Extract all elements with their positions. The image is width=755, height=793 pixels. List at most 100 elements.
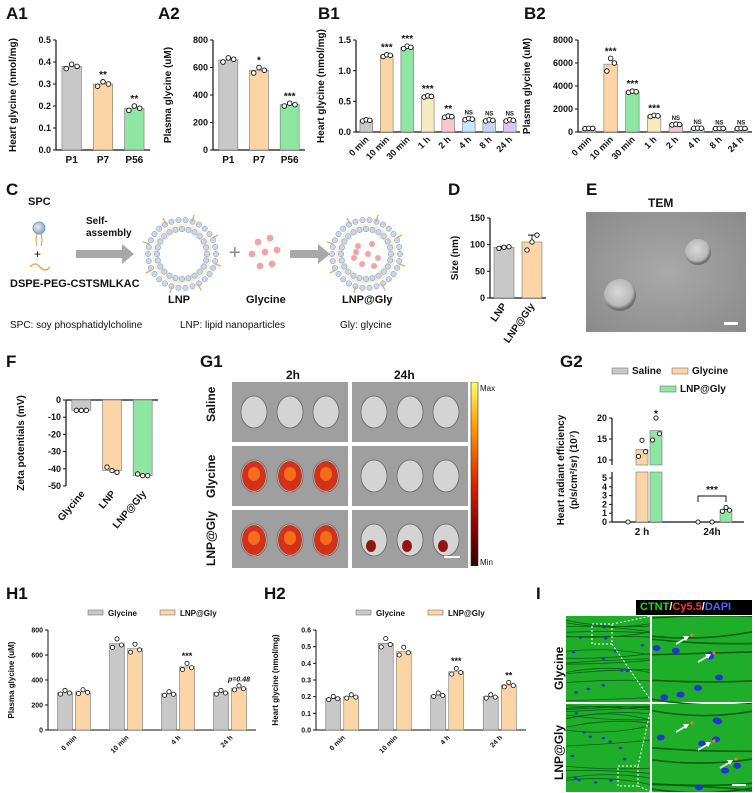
x-tick-label: 24 h [494,134,514,154]
heart [276,395,304,429]
lipid-head [179,276,185,282]
chart-h2: 0.0 0.1 0.2 0.3 0.4 0.5 0.6 Glycine LNP@Gly 0 min… [271,609,526,755]
lipid-head [331,237,338,244]
fiber-boundary [566,720,651,728]
y-tick-label: 0.4 [38,57,51,67]
bar [61,66,82,151]
data-point [639,437,645,443]
x-tick-label: 30 min [384,134,411,161]
lipid-head [335,271,342,277]
fluorescence-signal [284,531,296,545]
dapi-nucleus [721,767,730,774]
i-row-glycine: Glycine [552,646,566,690]
x-tick-label: LNP [97,489,118,512]
data-point [222,690,228,696]
fiber-boundary [566,619,651,628]
data-point [231,687,237,693]
data-point [367,117,373,124]
data-point [378,644,384,650]
data-point [408,44,414,51]
lipid-head [182,284,189,291]
fiber-boundary [651,679,752,683]
data-point [220,59,226,65]
data-point [225,55,232,61]
y-tick-label: 50 [475,266,485,276]
fluorescence-signal [248,531,260,545]
peg-chain [329,269,337,274]
x-tick-label: 4 h [440,734,452,746]
dapi-nucleus [574,712,579,715]
lipid-head [329,258,336,265]
bar [500,684,517,731]
lipid-head [369,226,376,233]
data-point [261,67,268,73]
fiber-boundary [651,709,752,717]
bar [102,399,122,471]
y-tick-label: 600 [31,653,43,660]
x-tick-label: P7 [253,155,266,166]
x-tick-label: 4 h [170,734,182,746]
y-tick-label: -30 [48,447,61,457]
g1-row-lnpgly: LNP@Gly [204,510,218,566]
y-tick-label: 0 [480,293,485,303]
lipid-head [369,275,376,282]
x-tick-label: 8 h [708,134,724,150]
lnp-icon [142,214,222,294]
data-point [126,107,132,114]
significance-label: *** [381,43,393,54]
y-tick-label: 2000 [553,104,573,114]
lipid-head [172,226,179,233]
data-point [100,79,106,85]
data-point [344,695,350,701]
data-point [236,683,242,689]
legend-swatch [159,609,176,616]
bar [325,698,342,731]
dapi-nucleus [578,636,583,639]
lipid-head [390,271,397,277]
panel-label-a2: A2 [158,4,180,23]
bar [161,693,177,731]
bar [603,63,618,133]
y-axis-label: Plasma glycine (uM) [163,47,174,143]
lipid-head [206,231,213,237]
bar [75,691,91,731]
significance-label: * [257,56,261,67]
data-point [62,687,68,693]
x-tick-label: P1 [66,155,79,166]
lipid-head [161,233,168,240]
lipid-head [200,263,207,270]
fiber-boundary [566,778,651,785]
self-assembly-label: Self- assembly [86,216,132,239]
lipid-head [213,251,219,257]
data-point [676,121,683,128]
x-tick-label: 1 h [416,134,432,150]
significance-label: *** [401,34,413,45]
lipid-head [212,243,219,250]
lipid-head [384,238,391,245]
lipid-head [196,233,203,240]
x-tick-label: 10 min [379,734,400,755]
x-tick-label: 24h [703,527,720,538]
panel-label-g2: G2 [560,352,583,371]
lipid-head [338,251,344,257]
dapi-nucleus [618,746,623,750]
tem-image [586,212,746,332]
lipid-head [363,226,369,232]
lipid-head [201,276,208,283]
dapi-nucleus [601,684,606,687]
lipid-head [185,226,192,233]
ivis-image-grid [232,382,468,568]
lipid-head [359,217,366,224]
lipid-head [185,275,192,282]
panel-label-d: D [448,180,461,199]
data-point [453,665,459,671]
gly-definition: Gly: glycine [340,320,392,331]
panel-label-c: C [6,180,19,199]
bar [109,643,125,731]
glycine-dot [365,251,371,257]
data-point [449,113,455,120]
cy55-signal [690,633,694,637]
data-point [135,471,141,477]
data-point [330,694,336,700]
